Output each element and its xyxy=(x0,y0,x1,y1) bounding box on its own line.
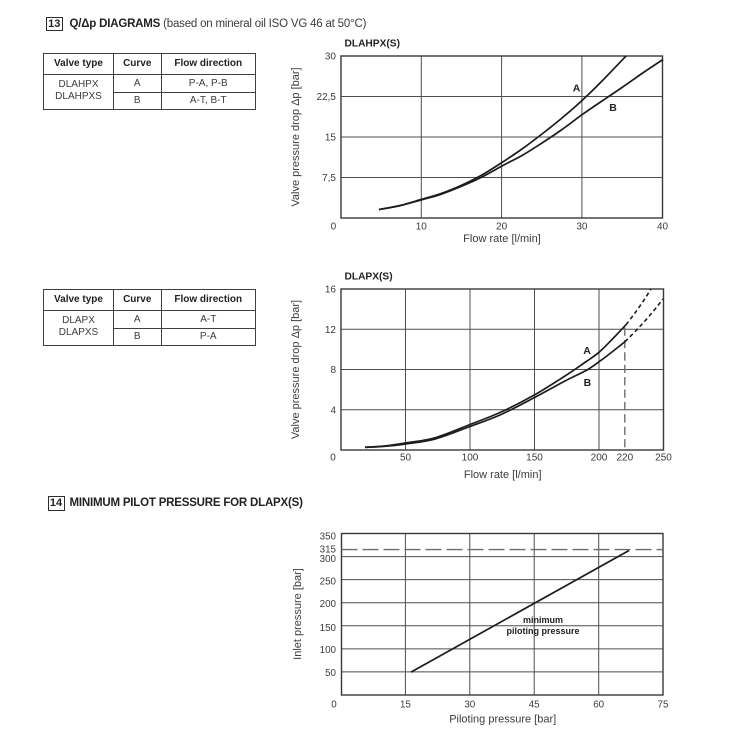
svg-text:piloting pressure: piloting pressure xyxy=(506,626,579,636)
svg-text:Valve pressure drop Δp [bar]: Valve pressure drop Δp [bar] xyxy=(290,67,302,206)
svg-text:Inlet pressure [bar]: Inlet pressure [bar] xyxy=(292,568,304,660)
svg-text:200: 200 xyxy=(320,599,337,610)
svg-text:250: 250 xyxy=(655,453,672,464)
svg-text:22,5: 22,5 xyxy=(317,92,337,103)
svg-text:4: 4 xyxy=(330,405,336,416)
svg-text:300: 300 xyxy=(320,554,337,565)
svg-text:0: 0 xyxy=(331,222,337,233)
svg-text:220: 220 xyxy=(616,453,633,464)
svg-text:60: 60 xyxy=(593,700,604,711)
svg-text:30: 30 xyxy=(325,52,337,63)
svg-text:45: 45 xyxy=(529,700,540,711)
svg-text:30: 30 xyxy=(576,222,588,233)
svg-text:Piloting pressure [bar]: Piloting pressure [bar] xyxy=(449,714,556,726)
svg-text:A: A xyxy=(573,83,581,95)
svg-text:DLAPX(S): DLAPX(S) xyxy=(345,272,393,283)
svg-text:15: 15 xyxy=(400,700,411,711)
svg-text:12: 12 xyxy=(325,325,337,336)
svg-text:100: 100 xyxy=(462,453,479,464)
svg-text:150: 150 xyxy=(526,453,543,464)
svg-text:B: B xyxy=(609,102,617,114)
svg-text:A: A xyxy=(583,345,591,357)
svg-text:10: 10 xyxy=(416,222,428,233)
svg-text:50: 50 xyxy=(400,453,412,464)
svg-text:250: 250 xyxy=(320,576,337,587)
svg-text:150: 150 xyxy=(320,623,337,634)
svg-text:200: 200 xyxy=(591,453,608,464)
svg-text:40: 40 xyxy=(657,222,669,233)
svg-text:Flow rate [l/min]: Flow rate [l/min] xyxy=(463,233,541,245)
svg-text:0: 0 xyxy=(331,700,337,711)
svg-text:30: 30 xyxy=(464,700,475,711)
svg-text:0: 0 xyxy=(330,453,336,464)
svg-text:50: 50 xyxy=(325,668,336,679)
svg-text:15: 15 xyxy=(325,133,337,144)
svg-text:100: 100 xyxy=(320,645,337,656)
svg-text:Valve pressure drop Δp [bar]: Valve pressure drop Δp [bar] xyxy=(290,300,302,439)
svg-text:8: 8 xyxy=(330,365,336,376)
svg-text:75: 75 xyxy=(658,700,669,711)
svg-text:350: 350 xyxy=(320,531,337,542)
svg-text:7,5: 7,5 xyxy=(322,173,336,184)
svg-text:315: 315 xyxy=(320,545,337,556)
svg-text:DLAHPX(S): DLAHPX(S) xyxy=(345,39,400,50)
svg-text:B: B xyxy=(584,377,592,389)
svg-text:20: 20 xyxy=(496,222,508,233)
svg-text:Flow rate [l/min]: Flow rate [l/min] xyxy=(464,469,542,481)
svg-text:16: 16 xyxy=(325,285,337,296)
svg-text:minimum: minimum xyxy=(523,615,563,625)
